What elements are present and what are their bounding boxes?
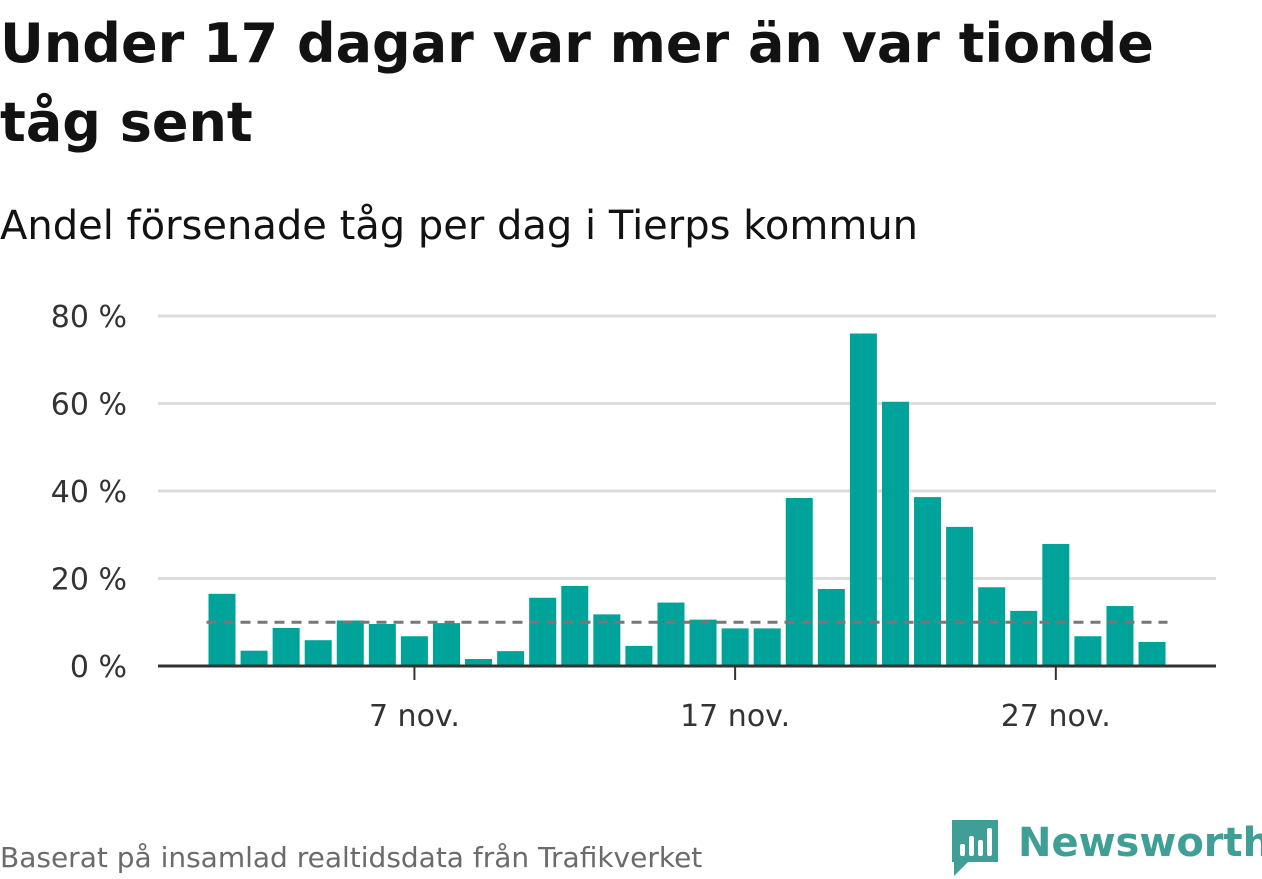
bar (1042, 543, 1070, 666)
chart-title: Under 17 dagar var mer än var tionde tåg… (0, 12, 1154, 154)
chart-subtitle: Andel försenade tåg per dag i Tierps kom… (0, 203, 919, 249)
bar (1138, 641, 1166, 666)
bar (240, 650, 268, 666)
newsworthy-logo: Newsworthy (950, 818, 1262, 878)
source-note: Baserat på insamlad realtidsdata från Tr… (0, 841, 703, 874)
newsworthy-logo-icon (952, 820, 998, 876)
x-tick-label: 27 nov. (1001, 699, 1111, 734)
bar (978, 587, 1006, 666)
bar (304, 640, 332, 666)
y-tick-label: 0 % (70, 650, 127, 685)
bars (208, 333, 1166, 666)
bar (465, 659, 493, 666)
bar (849, 333, 877, 666)
x-axis-tick-labels: 7 nov. 17 nov. 27 nov. (369, 666, 1111, 734)
bar (817, 589, 845, 666)
bar (400, 636, 428, 666)
bar (1010, 610, 1038, 666)
x-tick-label: 7 nov. (369, 699, 460, 734)
bar (208, 593, 236, 666)
x-tick-label: 17 nov. (680, 699, 790, 734)
brand-name: Newsworthy (1018, 820, 1262, 866)
bar (721, 628, 749, 666)
y-tick-label: 20 % (51, 563, 127, 598)
bar (1106, 606, 1134, 666)
y-axis-tick-labels: 0 % 20 % 40 % 60 % 80 % (51, 300, 127, 685)
bar (625, 645, 653, 666)
bar (497, 651, 525, 666)
bar (1074, 636, 1102, 666)
bar (689, 619, 717, 666)
bar (881, 401, 909, 666)
bar (946, 526, 974, 666)
bar (272, 627, 300, 666)
bar (657, 602, 685, 666)
bar (368, 624, 396, 666)
gridlines (158, 314, 1216, 580)
bar (914, 497, 942, 666)
bar (529, 597, 557, 666)
bar (785, 498, 813, 666)
bar (432, 623, 460, 666)
bar (336, 620, 364, 666)
bar (753, 628, 781, 666)
bar (561, 585, 589, 666)
y-tick-label: 40 % (51, 475, 127, 510)
y-tick-label: 80 % (51, 300, 127, 335)
y-tick-label: 60 % (51, 388, 127, 423)
